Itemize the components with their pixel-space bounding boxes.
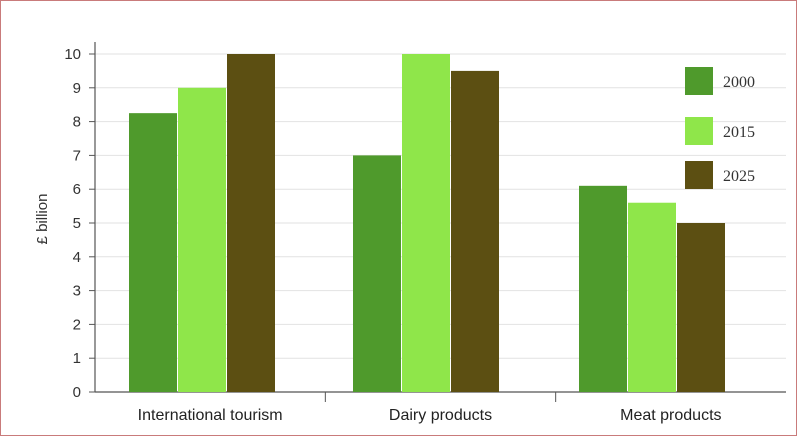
y-tick-label: 0 (73, 384, 81, 401)
x-category-label: International tourism (138, 407, 283, 424)
bar-2000-1 (353, 155, 401, 392)
legend: 2000 2015 2025 (685, 67, 755, 189)
y-tick-label: 6 (73, 181, 81, 198)
y-tick-label: 8 (73, 114, 81, 131)
x-category-label: Dairy products (389, 407, 492, 424)
bar-2025-2 (677, 223, 725, 392)
category-labels: International tourism Dairy products Meat … (138, 407, 722, 424)
legend-label: 2000 (723, 74, 755, 91)
x-category-label: Meat products (620, 407, 721, 424)
y-tick-label: 2 (73, 316, 81, 333)
y-tick-label: 5 (73, 215, 81, 232)
legend-label: 2015 (723, 124, 755, 141)
bar-2000-2 (579, 185, 627, 392)
y-tick-label: 4 (73, 249, 81, 266)
y-tick-label: 3 (73, 283, 81, 300)
y-tick-labels: 0 1 2 3 4 5 6 7 8 9 10 (64, 46, 95, 401)
bar-2015-0 (178, 87, 226, 393)
legend-swatch (685, 67, 713, 95)
bars (129, 54, 725, 393)
bar-2025-1 (451, 70, 499, 393)
y-tick-label: 1 (73, 350, 81, 367)
legend-swatch (685, 117, 713, 145)
y-tick-label: 9 (73, 80, 81, 97)
legend-label: 2025 (723, 168, 755, 185)
legend-swatch (685, 161, 713, 189)
bar-2015-1 (402, 54, 450, 392)
bar-2015-2 (628, 202, 676, 392)
y-tick-label: 10 (64, 46, 81, 63)
y-tick-label: 7 (73, 147, 81, 164)
bar-2000-0 (129, 113, 177, 393)
y-axis-label: £ billion (34, 194, 51, 245)
bar-2025-0 (227, 54, 275, 392)
